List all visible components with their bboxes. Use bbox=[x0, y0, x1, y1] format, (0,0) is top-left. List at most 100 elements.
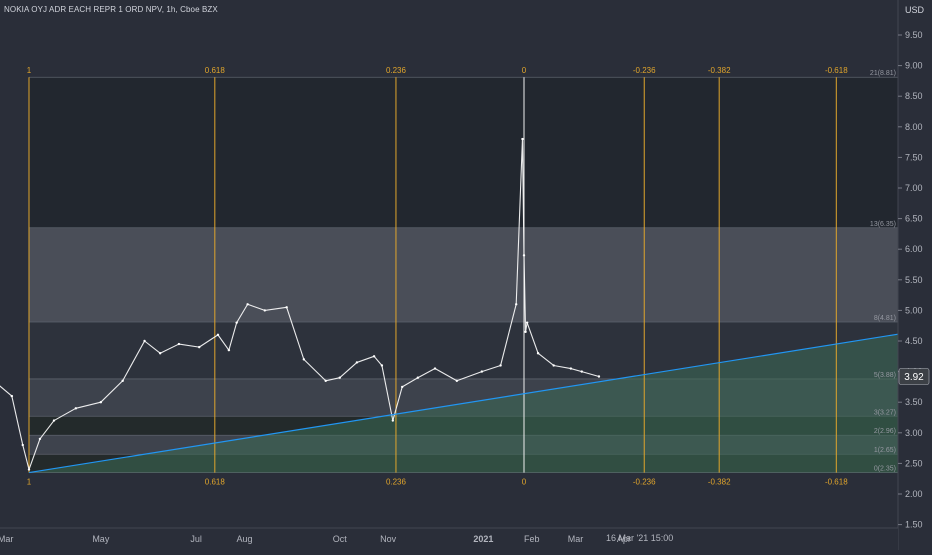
price-point bbox=[27, 468, 31, 471]
price-line[interactable] bbox=[0, 138, 600, 471]
price-point bbox=[552, 364, 555, 367]
price-point bbox=[401, 385, 404, 389]
price-point bbox=[198, 345, 201, 349]
time-tick-label: 2021 bbox=[473, 534, 493, 544]
price-tick-label: 4.50 bbox=[905, 336, 923, 346]
fib-time-label-top: 1 bbox=[27, 66, 32, 75]
price-point bbox=[480, 370, 484, 373]
fib-time-zones: 1 1 0.618 0.618 0.236 0.236 0 0 -0.236 -0.236 -0.3… bbox=[27, 66, 848, 486]
price-point bbox=[569, 367, 573, 370]
price-point bbox=[52, 419, 56, 422]
price-point bbox=[158, 352, 162, 355]
price-tick-label: 8.50 bbox=[905, 91, 923, 101]
price-tick-label: 5.50 bbox=[905, 275, 923, 285]
price-tick-label: 5.00 bbox=[905, 305, 923, 315]
fib-time-label-bottom: -0.236 bbox=[633, 478, 656, 487]
price-point bbox=[391, 419, 395, 422]
current-price-label: 3.92 bbox=[904, 372, 924, 383]
price-point bbox=[121, 379, 124, 382]
price-point bbox=[74, 407, 78, 410]
price-point bbox=[524, 330, 527, 334]
price-point bbox=[372, 355, 376, 358]
fib-level-label: 21(8.81) bbox=[870, 70, 896, 77]
price-point bbox=[177, 342, 181, 346]
price-point bbox=[455, 379, 459, 382]
fib-time-label-top: 0.236 bbox=[386, 66, 407, 75]
currency-label: USD bbox=[904, 5, 924, 15]
fib-level-label: 0(2.35) bbox=[874, 466, 896, 473]
price-point bbox=[235, 321, 238, 324]
time-axis: Mar May Jul Aug Oct Nov 2021 Feb Mar Apr bbox=[0, 527, 898, 550]
fib-time-label-top: 0.618 bbox=[205, 66, 226, 75]
price-tick-label: 7.00 bbox=[905, 183, 923, 193]
time-tick-label: Jul bbox=[190, 534, 202, 544]
price-tick-label: 8.00 bbox=[905, 122, 923, 132]
price-tick-label: 3.50 bbox=[905, 397, 923, 407]
price-point bbox=[525, 321, 529, 324]
price-point bbox=[597, 375, 601, 378]
price-point bbox=[580, 370, 583, 373]
fib-level-label: 13(6.35) bbox=[870, 221, 896, 228]
price-axis: 1.502.002.503.003.504.004.505.005.506.00… bbox=[897, 0, 932, 550]
price-point bbox=[302, 358, 306, 361]
fib-time-label-top: -0.382 bbox=[708, 66, 731, 75]
price-tick-label: 3.00 bbox=[905, 428, 923, 438]
price-point bbox=[522, 254, 526, 257]
price-point bbox=[521, 137, 524, 141]
price-point bbox=[338, 376, 341, 379]
fib-level-label: 1(2.65) bbox=[874, 447, 896, 454]
fib-band bbox=[29, 227, 898, 323]
time-tick-label: Nov bbox=[380, 534, 397, 544]
fib-level-labels: 21(8.81) 13(6.35) 8(4.81) 5(3.88) 3(3.27) 2(2… bbox=[870, 70, 896, 472]
time-tick-label: May bbox=[92, 534, 110, 544]
fib-level-label: 3(3.27) bbox=[874, 409, 896, 416]
price-point bbox=[246, 303, 249, 306]
price-tick-label: 2.00 bbox=[905, 489, 923, 499]
price-tick-label: 6.50 bbox=[905, 214, 923, 224]
time-tick-label: Mar bbox=[0, 534, 13, 544]
price-point bbox=[99, 401, 103, 404]
time-tick-label: Oct bbox=[333, 534, 348, 544]
time-tick-label: Aug bbox=[236, 534, 252, 544]
price-point bbox=[355, 361, 359, 364]
crosshair-time-label: 16 Mar '21 15:00 bbox=[606, 533, 674, 543]
price-tick-label: 1.50 bbox=[905, 520, 923, 530]
price-series bbox=[0, 137, 601, 471]
fib-level-label: 2(2.96) bbox=[874, 428, 896, 435]
trend-line[interactable] bbox=[28, 333, 899, 474]
price-point bbox=[380, 364, 384, 367]
fib-time-label-top: -0.236 bbox=[633, 66, 656, 75]
price-point bbox=[263, 309, 266, 312]
price-point bbox=[433, 367, 437, 370]
price-point bbox=[416, 376, 420, 379]
price-point bbox=[38, 437, 42, 441]
fib-level-label: 5(3.88) bbox=[874, 372, 896, 379]
price-point bbox=[285, 306, 288, 309]
price-axis-background bbox=[898, 0, 932, 550]
time-tick-label: Apr bbox=[617, 534, 631, 544]
fib-time-label-bottom: -0.618 bbox=[825, 478, 848, 487]
fib-time-label-top: 0 bbox=[522, 66, 527, 75]
fib-time-label-top: -0.618 bbox=[825, 66, 848, 75]
symbol-title[interactable]: NOKIA OYJ ADR EACH REPR 1 ORD NPV, 1h, C… bbox=[4, 5, 218, 14]
price-point bbox=[499, 364, 502, 367]
price-point bbox=[21, 443, 24, 447]
current-price-badge bbox=[898, 368, 930, 385]
price-tick-label: 9.00 bbox=[905, 61, 923, 71]
price-point bbox=[227, 348, 231, 352]
time-tick-label: Feb bbox=[524, 534, 540, 544]
price-point bbox=[514, 303, 518, 306]
fib-time-label-bottom: 0.618 bbox=[205, 478, 226, 487]
time-axis-background bbox=[0, 528, 898, 550]
price-tick-label: 2.50 bbox=[905, 458, 923, 468]
fib-band bbox=[29, 77, 898, 228]
price-point bbox=[10, 394, 14, 398]
price-point bbox=[536, 352, 540, 355]
price-point bbox=[324, 379, 327, 382]
price-tick-label: 7.50 bbox=[905, 152, 923, 162]
price-point bbox=[216, 333, 220, 337]
price-tick-label: 6.00 bbox=[905, 244, 923, 254]
price-point bbox=[143, 339, 146, 343]
